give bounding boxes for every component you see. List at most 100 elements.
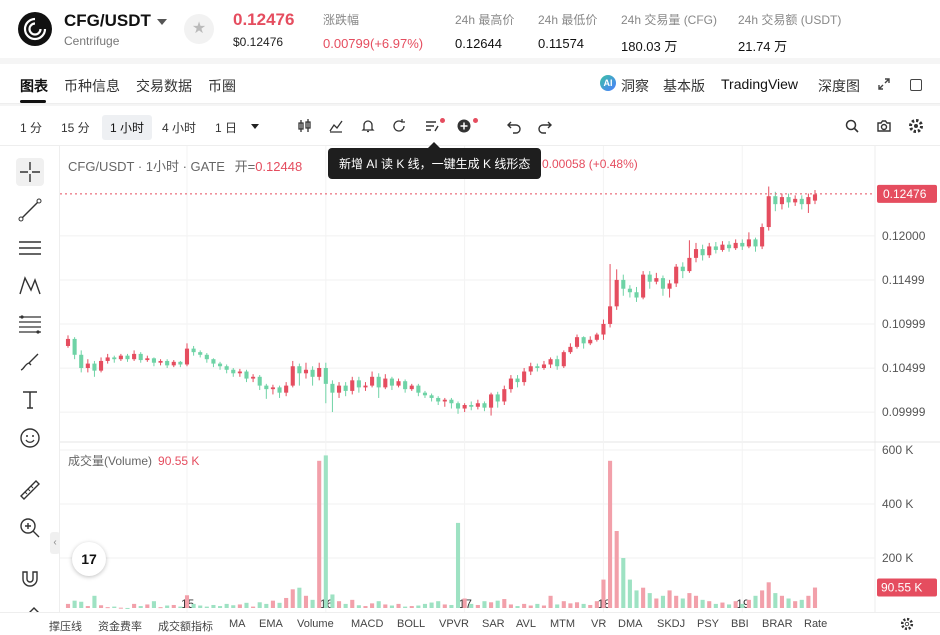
candle-body — [693, 249, 699, 258]
indicator-4[interactable]: EMA — [259, 618, 283, 630]
candle-body — [568, 346, 573, 353]
alert-bell-icon[interactable] — [360, 118, 376, 134]
volume-bar — [303, 595, 309, 608]
tab-chart[interactable]: 图表 — [20, 78, 48, 94]
horizontal-lines-icon — [19, 241, 41, 255]
timeframe-1m[interactable]: 1 分 — [20, 121, 43, 135]
favorite-star-icon[interactable]: ★ — [184, 14, 214, 44]
chart-toolbar: 1 分 15 分 1 小时 4 小时 1 日 — [0, 106, 940, 146]
candle-body — [290, 366, 295, 386]
add-plus-icon[interactable] — [456, 118, 472, 134]
indicator-3[interactable]: MA — [229, 618, 246, 630]
volume-bar — [482, 601, 487, 608]
candle-body — [356, 380, 361, 388]
trendline-tool[interactable] — [16, 196, 44, 224]
indicator-18[interactable]: Rate — [804, 618, 828, 630]
timeframe-15m[interactable]: 15 分 — [61, 121, 90, 135]
emoji-tool[interactable] — [16, 424, 44, 452]
indicator-8[interactable]: VPVR — [439, 618, 469, 630]
indicators-icon[interactable] — [328, 118, 344, 134]
indicator-5[interactable]: Volume — [297, 618, 334, 630]
window-icon[interactable] — [910, 79, 922, 91]
ruler-tool[interactable] — [16, 476, 44, 504]
volume-bar — [449, 604, 454, 608]
indicator-9[interactable]: SAR — [482, 618, 505, 630]
crosshair-tool[interactable] — [16, 158, 44, 186]
timeframe-1d[interactable]: 1 日 — [215, 121, 238, 135]
stat-value: 0.12644 — [455, 36, 502, 51]
volume-bar — [462, 598, 467, 608]
indicator-settings-gear-icon[interactable] — [900, 617, 914, 631]
volume-bar — [403, 606, 408, 608]
parallel-lines-tool[interactable] — [16, 234, 44, 262]
volume-bar — [674, 595, 679, 608]
indicator-0[interactable]: 撑压线 — [49, 621, 82, 633]
tab-insight[interactable]: 洞察 — [621, 78, 649, 94]
candle-body — [383, 378, 388, 388]
candle-body — [469, 405, 474, 407]
expand-icon[interactable] — [878, 78, 890, 90]
indicator-15[interactable]: PSY — [697, 618, 720, 630]
pattern-tool[interactable] — [16, 272, 44, 300]
camera-icon[interactable] — [876, 118, 892, 134]
crosshair-icon — [20, 162, 40, 182]
tradingview-logo-icon[interactable]: 17 — [72, 542, 106, 576]
timeframe-4h[interactable]: 4 小时 — [162, 121, 197, 135]
candle-type-icon[interactable] — [297, 118, 313, 134]
indicator-10[interactable]: AVL — [516, 618, 536, 630]
candle-body — [581, 337, 586, 344]
indicator-14[interactable]: SKDJ — [657, 618, 686, 630]
indicator-7[interactable]: BOLL — [397, 618, 426, 630]
volume-bar — [416, 605, 421, 608]
pair-fullname: Centrifuge — [64, 34, 120, 48]
stat-low: 24h 最低价 0.11574 — [538, 11, 597, 51]
volume-bar — [224, 603, 229, 608]
collapse-toolbar-handle[interactable]: ‹ — [50, 532, 60, 554]
ai-kline-icon[interactable] — [424, 118, 440, 134]
replay-icon[interactable] — [391, 118, 407, 134]
volume-tick-label: 400 K — [882, 497, 913, 511]
chart-area[interactable]: 0.12000 0.11499 0.10999 0.10499 0.09999 600 K… — [50, 142, 940, 635]
candle-body — [687, 257, 692, 272]
tab-tradingview[interactable]: TradingView — [721, 76, 799, 92]
indicator-2[interactable]: 成交额指标 — [158, 621, 213, 633]
gear-icon[interactable] — [908, 118, 924, 134]
fib-tool[interactable] — [16, 310, 44, 338]
candlestick-chart[interactable]: 0.12000 0.11499 0.10999 0.10499 0.09999 600 K… — [60, 146, 940, 612]
volume-bar — [72, 600, 77, 608]
tab-trade-data[interactable]: 交易数据 — [136, 78, 192, 94]
stat-change: 涨跌幅 0.00799(+6.97%) — [323, 11, 423, 51]
tab-depth-chart[interactable]: 深度图 — [818, 78, 860, 94]
indicator-13[interactable]: DMA — [618, 618, 643, 630]
redo-icon[interactable] — [537, 118, 553, 134]
indicator-6[interactable]: MACD — [351, 618, 384, 630]
magnet-tool[interactable] — [16, 564, 44, 592]
volume-bar — [270, 600, 275, 608]
tab-coin-info[interactable]: 币种信息 — [64, 78, 120, 94]
indicator-12[interactable]: VR — [591, 618, 607, 630]
timeframe-1h[interactable]: 1 小时 — [102, 115, 153, 140]
volume-bar — [264, 603, 269, 608]
indicator-11[interactable]: MTM — [550, 618, 576, 630]
candle-body — [396, 381, 401, 386]
indicator-16[interactable]: BBI — [731, 618, 749, 630]
pair-selector[interactable]: CFG/USDT — [64, 11, 167, 31]
volume-bar — [508, 604, 513, 608]
stat-label: 涨跌幅 — [323, 13, 360, 27]
candle-body — [72, 338, 77, 355]
chevron-down-icon[interactable] — [251, 124, 259, 129]
zoom-in-tool[interactable] — [16, 514, 44, 542]
candle-body — [522, 371, 527, 383]
candle-body — [92, 363, 97, 371]
undo-icon[interactable] — [506, 118, 522, 134]
indicator-17[interactable]: BRAR — [762, 618, 793, 630]
indicator-1[interactable]: 资金费率 — [98, 621, 142, 633]
tab-community[interactable]: 币圈 — [208, 78, 236, 94]
text-tool[interactable] — [16, 386, 44, 414]
candle-body — [112, 357, 117, 360]
volume-bar — [383, 604, 388, 608]
search-icon[interactable] — [844, 118, 860, 134]
tab-basic[interactable]: 基本版 — [663, 78, 705, 94]
brush-tool[interactable] — [16, 348, 44, 376]
candle-body — [178, 361, 183, 365]
